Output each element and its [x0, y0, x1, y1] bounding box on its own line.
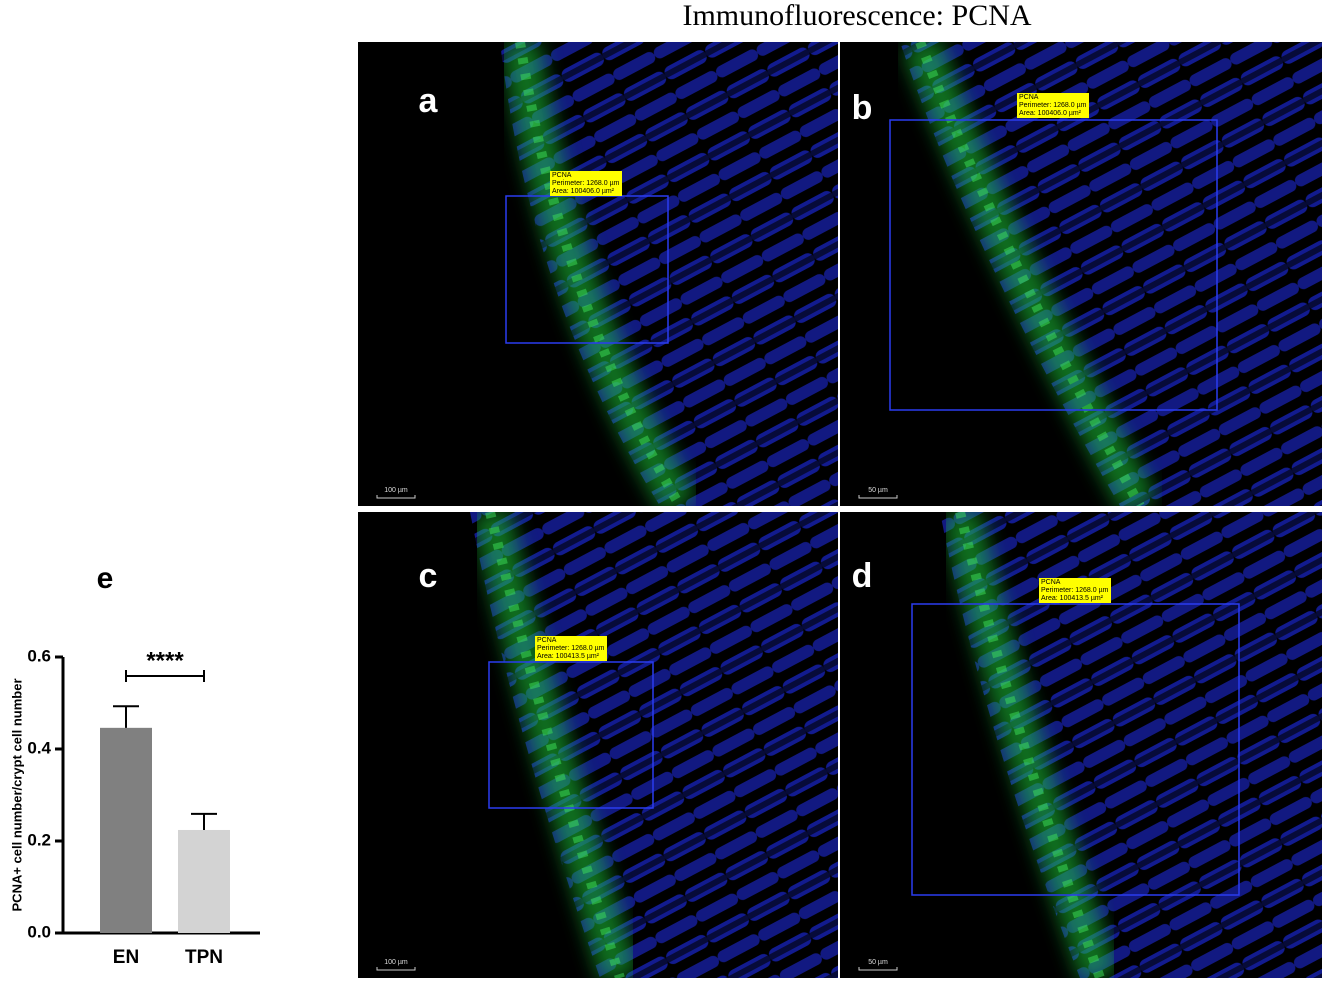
crypt-band-core [915, 42, 1145, 506]
error-bar [191, 812, 217, 830]
x-tick-label: EN [113, 947, 139, 968]
bar [100, 727, 152, 933]
scale-bar [858, 967, 898, 971]
panel-label: e [97, 562, 114, 595]
tissue [470, 512, 838, 978]
scale-bar [376, 495, 416, 499]
annotation-box [535, 636, 607, 661]
annotation-text: Perimeter: 1268.0 µm [1019, 102, 1087, 109]
scale-bar-label: 100 µm [384, 959, 408, 966]
tissue [500, 42, 838, 506]
crypt-band-core [485, 512, 625, 978]
annotation-text: Area: 100406.0 µm² [1019, 110, 1082, 117]
y-tick-label: 0.4 [27, 738, 51, 757]
scale-bar-label: 100 µm [384, 487, 408, 494]
figure-title: Immunofluorescence: PCNA [682, 0, 1031, 32]
annotation-text: Area: 100413.5 µm² [1041, 595, 1104, 602]
panel-label: a [419, 82, 439, 120]
crypt-band-core [955, 512, 1105, 978]
annotation-text: Area: 100413.5 µm² [537, 653, 600, 660]
annotation-text: PCNA [1019, 94, 1039, 101]
annotation-box [1017, 93, 1089, 118]
annotation-box [550, 171, 622, 196]
significance-bracket [125, 670, 205, 682]
y-tick-label: 0.0 [27, 922, 51, 941]
panel-label: c [419, 557, 438, 595]
y-axis-label: PCNA+ cell number/crypt cell number [9, 679, 24, 912]
panel-label: b [852, 89, 873, 127]
roi-box [889, 119, 1218, 411]
villi [500, 42, 838, 506]
annotation-text: Perimeter: 1268.0 µm [537, 645, 605, 652]
villi [940, 512, 1322, 978]
y-tick-label: 0.2 [27, 830, 51, 849]
annotation-text: PCNA [537, 637, 557, 644]
tissue [940, 512, 1322, 978]
annotation-text: Perimeter: 1268.0 µm [552, 180, 620, 187]
error-bar [113, 705, 139, 728]
scale-bar-label: 50 µm [868, 959, 888, 966]
x-tick-label: TPN [185, 947, 223, 968]
scale-bar-label: 50 µm [868, 487, 888, 494]
villi [470, 512, 838, 978]
roi-box [911, 603, 1240, 896]
annotation-text: Area: 100406.0 µm² [552, 188, 615, 195]
crypt-band [501, 42, 697, 506]
annotation-text: Perimeter: 1268.0 µm [1041, 587, 1109, 594]
y-tick-label: 0.6 [27, 646, 51, 665]
scale-bar [376, 967, 416, 971]
roi-box [488, 661, 654, 809]
annotation-box [1039, 578, 1111, 603]
annotation-text: PCNA [1041, 579, 1061, 586]
scale-bar [858, 495, 898, 499]
annotation-text: PCNA [552, 172, 572, 179]
panel-label: d [852, 557, 873, 595]
bar [178, 829, 230, 933]
significance-label: **** [146, 647, 184, 674]
